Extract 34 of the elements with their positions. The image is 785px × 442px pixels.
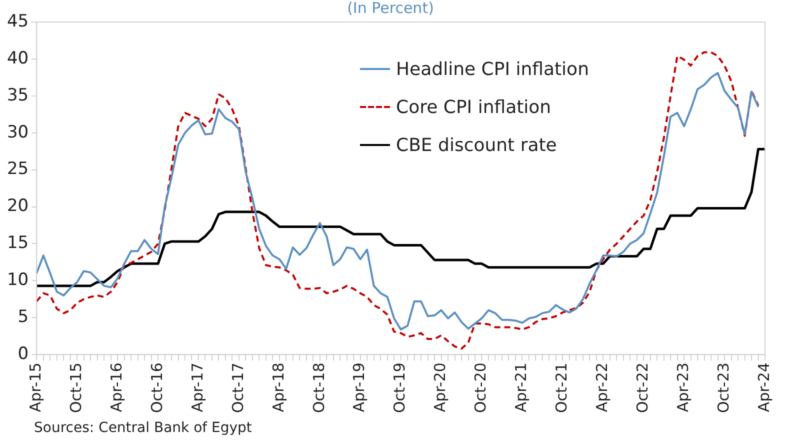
x-tick-label: Apr-20 [431, 362, 450, 412]
x-tick-label: Apr-15 [26, 362, 45, 412]
x-tick-label: Oct-21 [552, 362, 571, 414]
y-tick-label: 45 [6, 11, 29, 32]
y-tick-label: 25 [6, 159, 29, 180]
x-tick-label: Apr-21 [512, 362, 530, 412]
y-tick-label: 20 [6, 196, 29, 216]
x-tick-label: Apr-22 [593, 362, 612, 412]
y-tick-label: 0 [18, 344, 29, 364]
legend-label: Headline CPI inflation [396, 58, 589, 80]
x-tick-label: Oct-20 [472, 362, 490, 414]
x-tick-label: Oct-17 [228, 362, 247, 414]
x-tick-label: Apr-18 [269, 362, 288, 412]
x-tick-label: Oct-18 [310, 362, 328, 414]
x-tick-label: Oct-15 [66, 362, 85, 414]
y-tick-label: 35 [6, 85, 29, 106]
y-tick-label: 40 [6, 48, 29, 68]
x-tick-label: Oct-19 [390, 362, 409, 414]
legend-label: CBE discount rate [396, 134, 557, 156]
x-tick-label: Apr-24 [754, 362, 773, 412]
x-tick-label: Apr-19 [350, 362, 368, 412]
x-tick-label: Oct-22 [633, 362, 652, 414]
x-tick-label: Oct-16 [148, 362, 166, 414]
chart-subtitle: (In Percent) [347, 0, 434, 17]
y-tick-label: 15 [6, 233, 29, 254]
x-tick-label: Apr-17 [188, 362, 206, 412]
y-tick-label: 5 [18, 307, 29, 328]
y-tick-label: 30 [6, 122, 29, 142]
source-note: Sources: Central Bank of Egypt [34, 420, 252, 436]
y-tick-label: 10 [6, 270, 29, 290]
x-tick-label: Apr-23 [674, 362, 692, 412]
x-tick-label: Oct-23 [714, 362, 732, 414]
legend-label: Core CPI inflation [396, 96, 552, 118]
x-tick-label: Apr-16 [107, 362, 126, 412]
